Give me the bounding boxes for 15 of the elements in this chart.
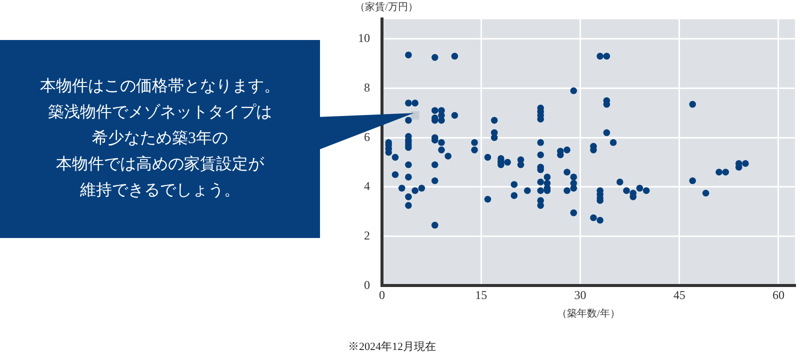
x-tick-label: 30	[574, 288, 586, 302]
y-tick-label: 2	[364, 228, 370, 242]
text: ※2024年12月現在	[348, 340, 436, 354]
x-tick-label: 0	[379, 288, 385, 302]
x-tick-label: 60	[772, 288, 784, 302]
y-tick-label: 0	[364, 278, 370, 292]
y-tick-label: 4	[364, 179, 370, 194]
callout-box: 本物件はこの価格帯となります。 築浅物件でメゾネットタイプは 希少なため築3年の 本物件では高めの家賃設定が 維持できるでしょう。	[0, 40, 320, 238]
x-axis-title: （築年数/年）	[557, 308, 620, 320]
y-tick-label: 10	[358, 31, 370, 46]
y-tick-label: 6	[364, 130, 370, 144]
x-tick-label: 45	[673, 288, 686, 302]
y-tick-label: 8	[364, 80, 370, 94]
y-axis-title: （家賃/万円）	[355, 0, 418, 14]
x-tick-label: 15	[475, 288, 488, 302]
